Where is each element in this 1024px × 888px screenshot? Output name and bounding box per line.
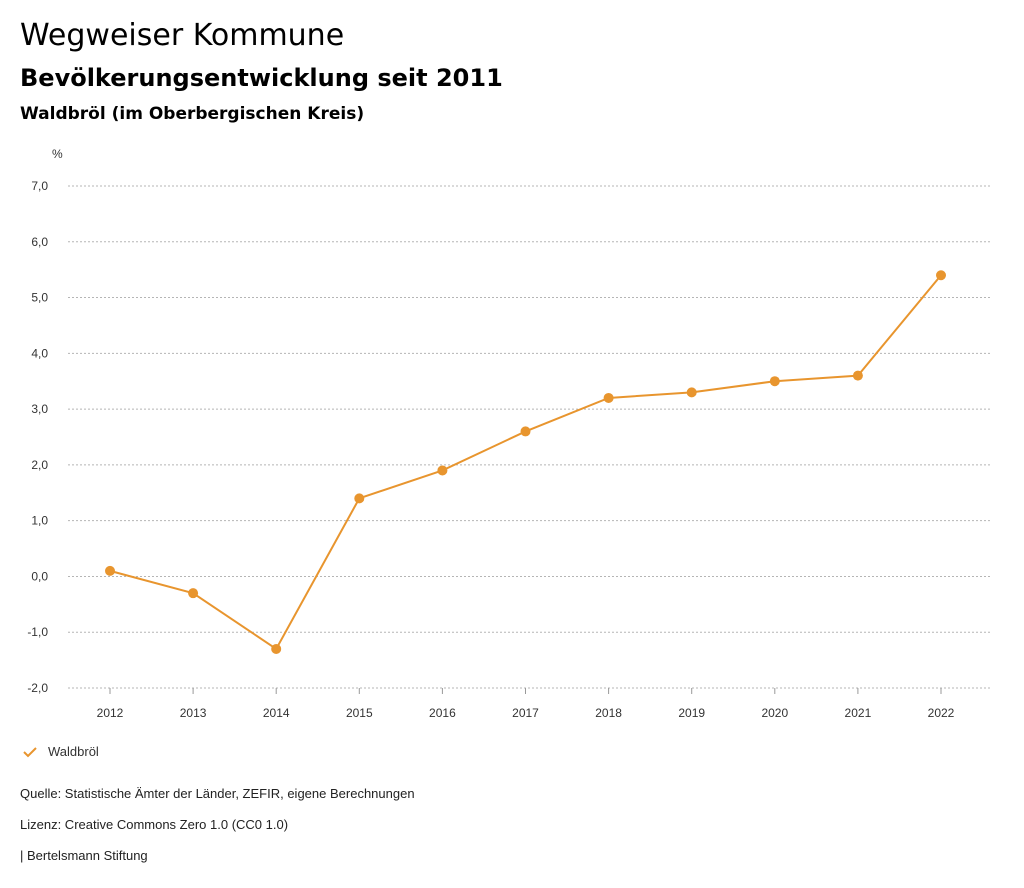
data-point [936, 270, 946, 281]
x-tick-label: 2022 [928, 706, 955, 720]
y-tick-label: 0,0 [31, 569, 48, 583]
legend-label: Waldbröl [48, 744, 99, 759]
x-tick-label: 2012 [97, 706, 124, 720]
data-point [271, 643, 282, 654]
x-tick-label: 2018 [595, 706, 622, 720]
x-tick-label: 2017 [512, 706, 539, 720]
y-tick-label: 3,0 [31, 402, 48, 416]
x-tick-label: 2015 [346, 706, 373, 720]
y-axis-unit: % [52, 147, 63, 161]
x-tick-label: 2016 [429, 706, 456, 720]
y-tick-label: 5,0 [31, 291, 48, 305]
data-point [520, 426, 531, 437]
chart-subtitle: Bevölkerungsentwicklung seit 2011 [20, 64, 503, 92]
data-point [603, 392, 614, 403]
publisher-note[interactable]: | Bertelsmann Stiftung [20, 848, 148, 863]
y-tick-label: -1,0 [27, 625, 48, 639]
data-point [354, 493, 365, 504]
legend-item-waldbroel[interactable]: Waldbröl [22, 744, 99, 759]
data-point [188, 588, 199, 599]
line-chart: % -2,0 -1,0 0,0 1,0 2,0 3,0 4,0 5,0 6,0 7,0 2012 201… [27, 147, 990, 720]
x-tick-label: 2013 [180, 706, 207, 720]
source-note: Quelle: Statistische Ämter der Länder, Z… [20, 786, 415, 801]
y-tick-label: 2,0 [31, 458, 48, 472]
y-tick-label: 1,0 [31, 514, 48, 528]
x-tick-label: 2014 [263, 706, 290, 720]
y-tick-label: 7,0 [31, 179, 48, 193]
series-line [109, 274, 942, 651]
region-label: Waldbröl (im Oberbergischen Kreis) [20, 104, 365, 124]
data-point [769, 376, 780, 387]
data-point [105, 565, 115, 576]
y-tick-label: 6,0 [31, 235, 48, 249]
page-title: Wegweiser Kommune [20, 18, 345, 53]
x-tick-label: 2021 [845, 706, 872, 720]
checkmark-icon [23, 746, 37, 757]
data-point [852, 370, 863, 381]
x-tick-label: 2020 [761, 706, 788, 720]
license-note: Lizenz: Creative Commons Zero 1.0 (CC0 1… [20, 817, 289, 832]
data-point [686, 387, 697, 398]
y-tick-label: -2,0 [27, 681, 48, 695]
y-tick-label: 4,0 [31, 346, 48, 360]
data-point [437, 465, 448, 476]
x-tick-label: 2019 [678, 706, 705, 720]
